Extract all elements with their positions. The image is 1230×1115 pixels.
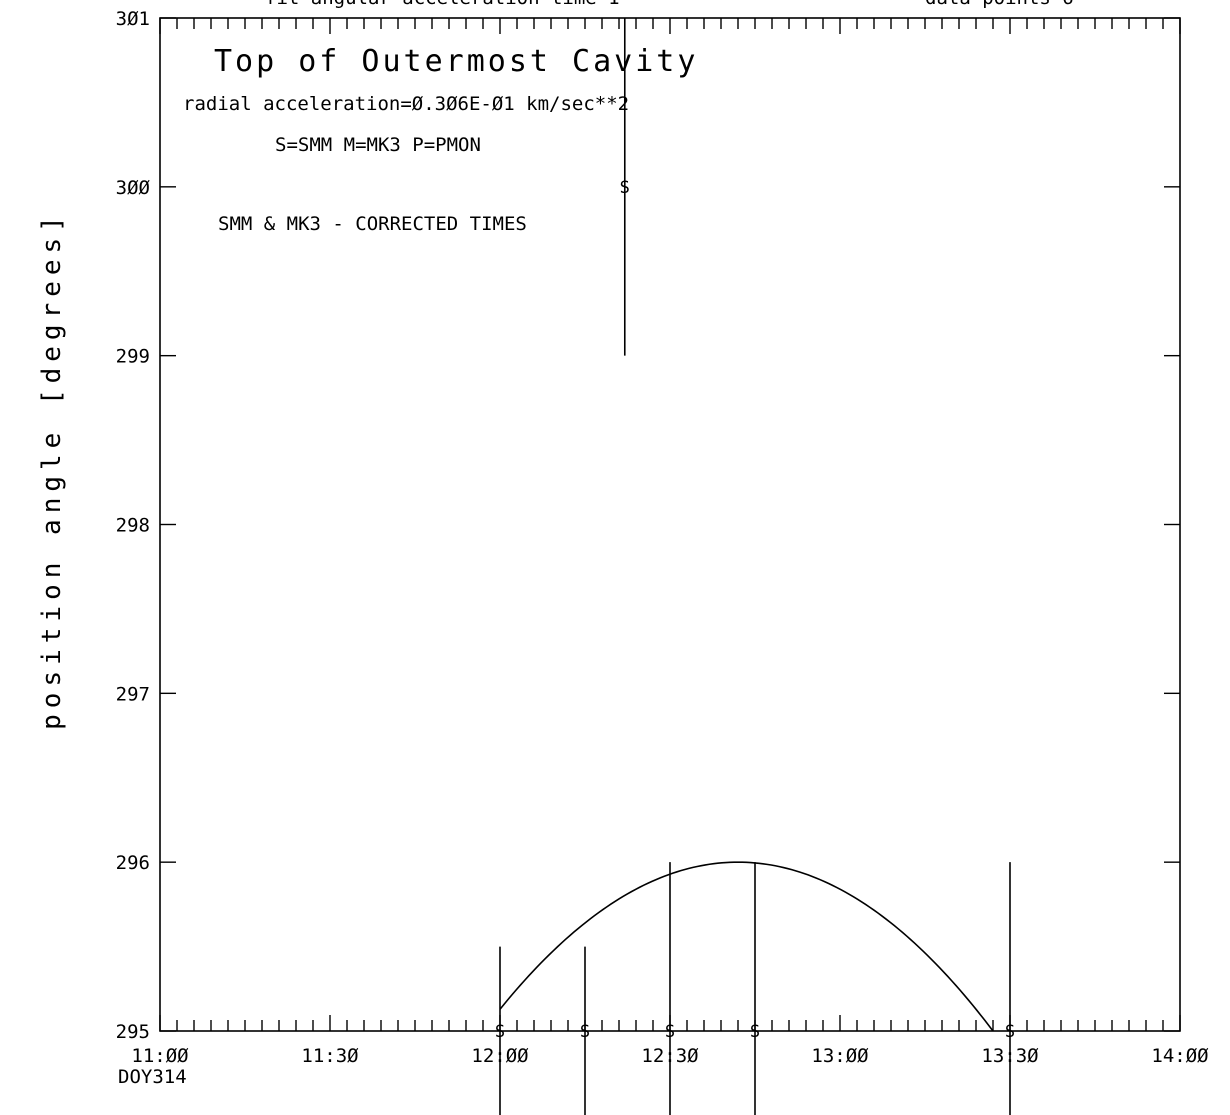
x-sublabel: DOY314 — [118, 1066, 187, 1088]
y-tick-labels: 295 296 297 298 299 3ØØ 3Ø1 — [116, 8, 151, 1043]
top-caption-right: data points 6 — [925, 0, 1074, 9]
data-point-marker: S — [620, 178, 630, 198]
corrected-times-note: SMM & MK3 - CORRECTED TIMES — [218, 213, 527, 235]
x-tick-label: 11:ØØ — [131, 1045, 189, 1067]
chart-subtitle: radial acceleration=Ø.3Ø6E-Ø1 km/sec**2 — [183, 93, 629, 115]
fit-curve — [499, 861, 994, 1032]
data-points: S S S S S S — [495, 18, 1015, 1115]
x-tick-label: 13:ØØ — [811, 1045, 869, 1067]
chart-title: Top of Outermost Cavity — [214, 44, 698, 79]
data-point-marker: S — [750, 1022, 760, 1042]
data-point-marker: S — [1005, 1022, 1015, 1042]
data-point-marker: S — [665, 1022, 675, 1042]
y-tick-label: 299 — [116, 346, 150, 368]
y-axis-label: position angle [degrees] — [37, 210, 67, 730]
top-caption-left: fit angular acceleration time 1 — [265, 0, 620, 9]
legend-text: S=SMM M=MK3 P=PMON — [275, 134, 481, 156]
data-point-marker: S — [580, 1022, 590, 1042]
y-tick-label: 3Ø1 — [116, 8, 150, 30]
x-tick-label: 11:3Ø — [301, 1045, 359, 1067]
y-tick-label: 3ØØ — [116, 177, 151, 199]
y-tick-label: 296 — [116, 852, 150, 874]
y-tick-label: 298 — [116, 515, 150, 537]
tick-marks — [159, 17, 1181, 1032]
data-point-marker: S — [495, 1022, 505, 1042]
y-tick-label: 297 — [116, 683, 150, 705]
x-tick-label: 14:ØØ — [1151, 1045, 1209, 1067]
y-tick-label: 295 — [116, 1021, 150, 1043]
